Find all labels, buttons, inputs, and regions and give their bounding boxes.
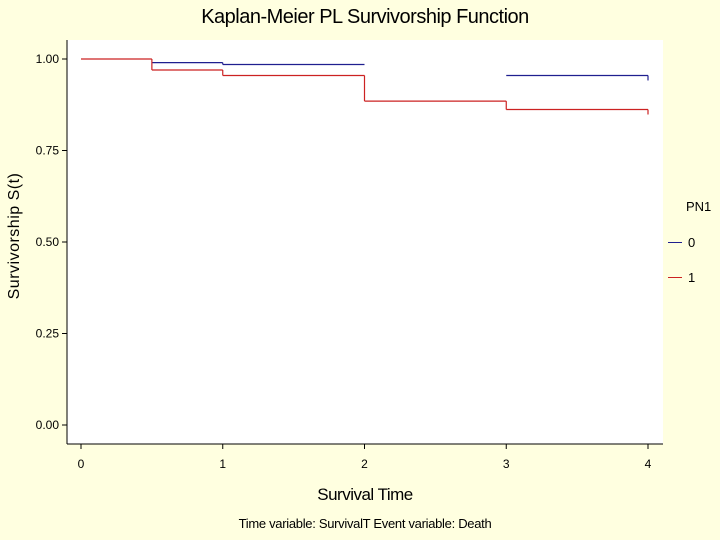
x-tick-label: 4 [645,457,652,471]
x-axis-label: Survival Time [317,485,413,504]
legend-label-1: 1 [688,270,696,285]
x-tick-label: 3 [503,457,510,471]
x-tick-label: 0 [78,457,85,471]
x-tick-label: 2 [361,457,368,471]
y-tick-label: 1.00 [36,52,60,66]
legend-swatch-1 [668,277,682,278]
axes: 0.00 0.25 0.50 0.75 1.00 0 1 2 3 4 [36,40,663,471]
plot-area [67,40,663,444]
chart-title: Kaplan-Meier PL Survivorship Function [201,6,529,28]
x-tick-label: 1 [219,457,226,471]
legend-swatch-0 [668,242,682,243]
footnote: Time variable: SurvivalT Event variable:… [238,516,492,531]
y-tick-label: 0.50 [36,235,60,249]
survival-curves [81,58,649,115]
y-tick-label: 0.75 [36,144,60,158]
y-tick-label: 0.00 [36,418,60,432]
legend-title: PN1 [686,199,712,214]
legend-label-0: 0 [688,235,696,250]
y-tick-label: 0.25 [36,327,60,341]
